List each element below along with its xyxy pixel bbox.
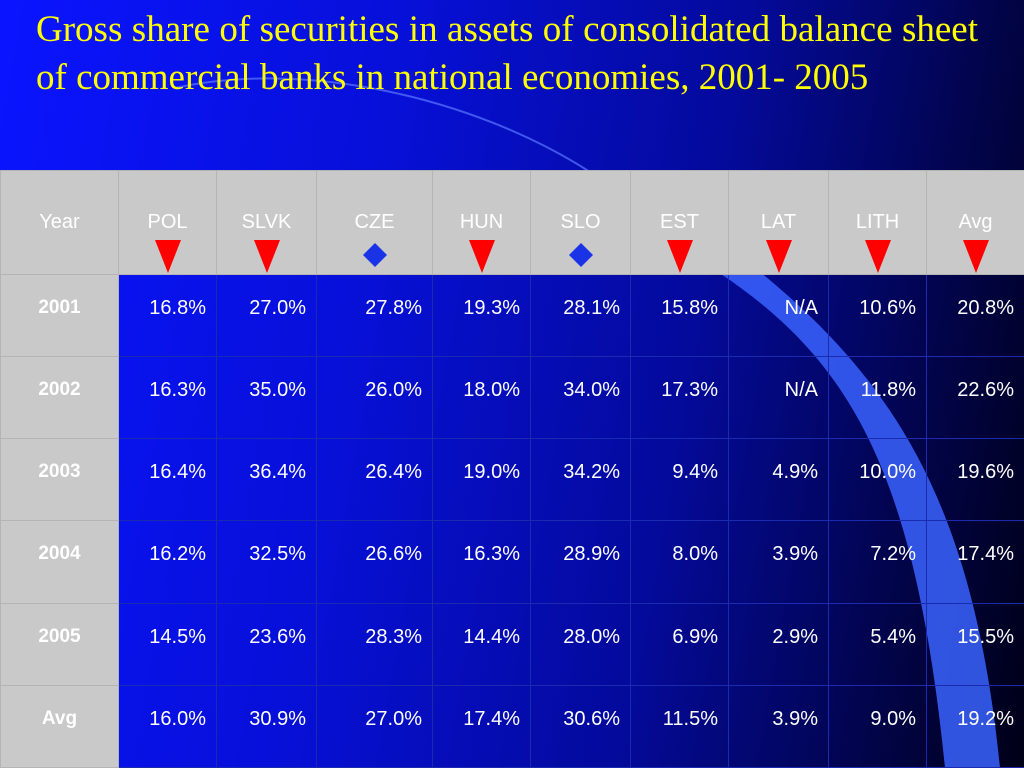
table-cell: 17.4% [926,520,1024,604]
header-row: Year POL SLVK CZE HUN SLO EST LAT LITH A… [0,170,1024,275]
table-cell: 26.6% [316,520,433,604]
table-cell: N/A [728,273,829,358]
table-row: 2005 14.5% 23.6% 28.3% 14.4% 28.0% 6.9% 2.9% 5.4… [0,602,1024,686]
table-row: 2004 16.2% 32.5% 26.6% 16.3% 28.9% 8.0% 3.9% 7.2… [0,520,1024,604]
table-cell: 27.8% [316,273,433,358]
table-row: 2003 16.4% 36.4% 26.4% 19.0% 34.2% 9.4% 4.9% 10.… [0,438,1024,522]
column-header-lat: LAT [728,170,829,275]
row-header-year: 2003 [0,438,119,522]
table-cell: 27.0% [316,684,433,768]
table-cell: 35.0% [216,356,317,440]
down-arrow-icon [154,240,181,273]
table-cell: 17.3% [630,356,729,440]
table-cell: 19.2% [926,684,1024,768]
table-cell: 16.0% [118,684,217,768]
table-row: 2001 16.8% 27.0% 27.8% 19.3% 28.1% 15.8% N/A 10.… [0,273,1024,358]
table-cell: 17.4% [432,684,531,768]
column-header-pol: POL [118,170,217,275]
table-cell: 19.0% [432,438,531,522]
table-cell: 6.9% [630,602,729,686]
table-cell: 26.4% [316,438,433,522]
column-header-cze: CZE [316,170,433,275]
table-cell: 22.6% [926,356,1024,440]
table-cell: 10.0% [828,438,927,522]
row-header-year: 2005 [0,602,119,686]
table-cell: 36.4% [216,438,317,522]
table-cell: 15.5% [926,602,1024,686]
table-cell: 23.6% [216,602,317,686]
table-cell: 3.9% [728,520,829,604]
column-header-lith: LITH [828,170,927,275]
down-arrow-icon [864,240,891,273]
table-cell: 28.0% [530,602,631,686]
row-header-year: Avg [0,684,119,768]
table-cell: 28.9% [530,520,631,604]
column-header-year: Year [0,170,119,275]
table-cell: 14.5% [118,602,217,686]
table-cell: 30.9% [216,684,317,768]
table-cell: 9.0% [828,684,927,768]
table-cell: 34.0% [530,356,631,440]
table-cell: 9.4% [630,438,729,522]
down-arrow-icon [666,240,693,273]
column-header-avg: Avg [926,170,1024,275]
table-cell: 16.3% [118,356,217,440]
table-cell: 8.0% [630,520,729,604]
table-cell: 20.8% [926,273,1024,358]
table-cell: 16.2% [118,520,217,604]
table-cell: 26.0% [316,356,433,440]
table-cell: 14.4% [432,602,531,686]
diamond-icon [568,243,593,267]
table-cell: 4.9% [728,438,829,522]
column-header-est: EST [630,170,729,275]
row-header-year: 2004 [0,520,119,604]
table-cell: 27.0% [216,273,317,358]
table-cell: 10.6% [828,273,927,358]
table-cell: 2.9% [728,602,829,686]
column-header-slo: SLO [530,170,631,275]
table-body: 2001 16.8% 27.0% 27.8% 19.3% 28.1% 15.8% N/A 10.… [0,273,1024,768]
table-cell: 11.5% [630,684,729,768]
table-cell: 16.8% [118,273,217,358]
table-cell: 19.3% [432,273,531,358]
table-cell: 28.3% [316,602,433,686]
page-title: Gross share of securities in assets of c… [36,9,978,98]
row-header-year: 2001 [0,273,119,358]
table-cell: 16.3% [432,520,531,604]
table-cell: 16.4% [118,438,217,522]
down-arrow-icon [962,240,989,273]
table-cell: 18.0% [432,356,531,440]
table-cell: 30.6% [530,684,631,768]
table-row: Avg 16.0% 30.9% 27.0% 17.4% 30.6% 11.5% 3.9% 9.0… [0,684,1024,768]
table-cell: 11.8% [828,356,927,440]
down-arrow-icon [468,240,495,273]
column-header-hun: HUN [432,170,531,275]
table-cell: 15.8% [630,273,729,358]
table-cell: 28.1% [530,273,631,358]
table-cell: 7.2% [828,520,927,604]
column-header-slvk: SLVK [216,170,317,275]
table-cell: 34.2% [530,438,631,522]
table-cell: 19.6% [926,438,1024,522]
table-cell: 3.9% [728,684,829,768]
down-arrow-icon [253,240,280,273]
diamond-icon [362,243,387,267]
table-cell: 5.4% [828,602,927,686]
row-header-year: 2002 [0,356,119,440]
table-row: 2002 16.3% 35.0% 26.0% 18.0% 34.0% 17.3% N/A 11.… [0,356,1024,440]
table-cell: 32.5% [216,520,317,604]
table-cell: N/A [728,356,829,440]
securities-share-table: Year POL SLVK CZE HUN SLO EST LAT LITH A… [0,170,1024,768]
down-arrow-icon [765,240,792,273]
